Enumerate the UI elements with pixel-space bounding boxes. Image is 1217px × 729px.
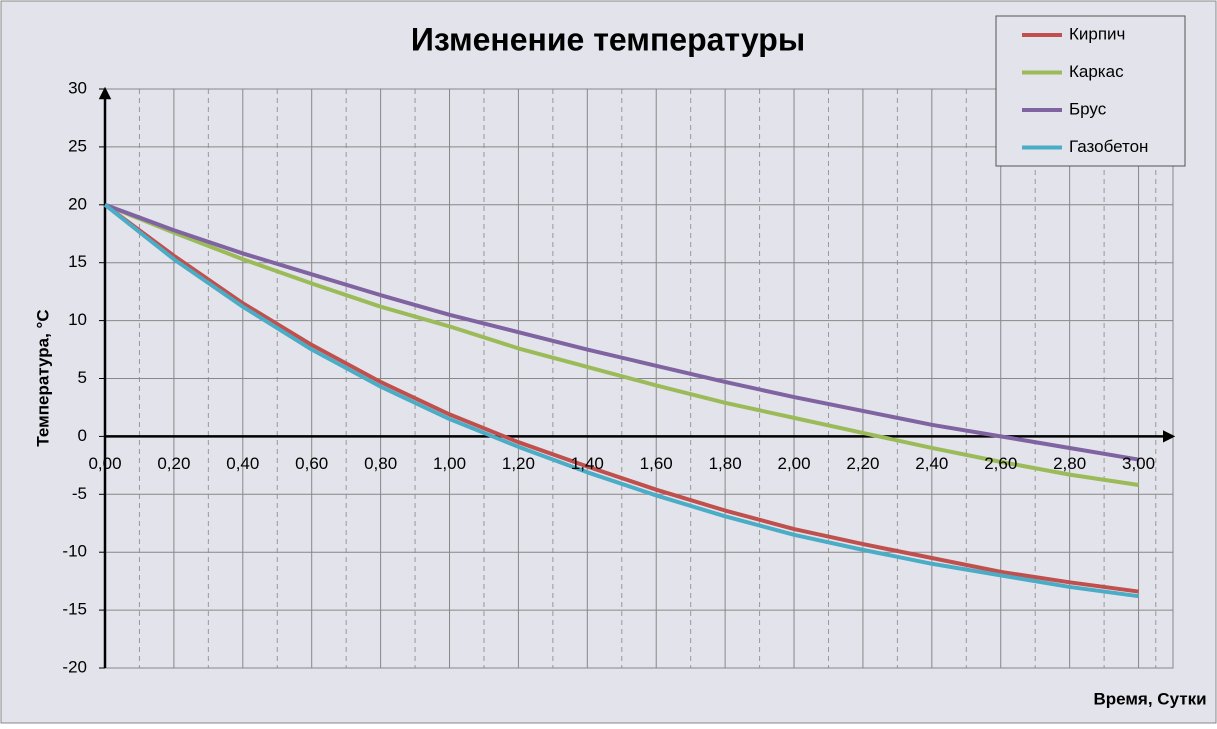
series-line <box>103 203 1139 594</box>
x-tick-label: 2,40 <box>915 454 948 473</box>
x-tick-label: 1,60 <box>640 454 673 473</box>
legend-label: Кирпич <box>1069 24 1125 43</box>
y-tick-label: 0 <box>78 426 87 445</box>
x-tick-label: 2,00 <box>777 454 810 473</box>
y-tick-label: 30 <box>68 78 87 97</box>
legend-label: Каркас <box>1069 62 1124 81</box>
chart-title: Изменение температуры <box>411 21 805 57</box>
x-axis-label: Время, Сутки <box>1093 689 1206 708</box>
legend-label: Газобетон <box>1069 137 1148 156</box>
x-tick-label: 1,00 <box>433 454 466 473</box>
x-tick-label: 0,60 <box>295 454 328 473</box>
x-tick-label: 1,80 <box>709 454 742 473</box>
x-tick-label: 0,40 <box>226 454 259 473</box>
series-line <box>104 202 1139 488</box>
series-line <box>104 202 1139 462</box>
x-tick-label: 2,60 <box>984 454 1017 473</box>
x-tick-label: 0,20 <box>157 454 190 473</box>
x-tick-label: 0,80 <box>364 454 397 473</box>
legend <box>995 15 1186 167</box>
x-tick-label: 1,40 <box>571 454 604 473</box>
legend-label: Брус <box>1069 99 1107 118</box>
x-tick-label: 3,00 <box>1122 454 1155 473</box>
series-line <box>103 203 1139 599</box>
y-tick-label: 25 <box>68 136 87 155</box>
y-tick-label: -20 <box>62 657 87 676</box>
y-axis-label: Температура, °С <box>33 309 52 446</box>
y-tick-label: -5 <box>72 484 87 503</box>
x-tick-label: 1,20 <box>502 454 535 473</box>
y-tick-label: -10 <box>62 542 87 561</box>
x-tick-label: 2,80 <box>1053 454 1086 473</box>
x-tick-label: 0,00 <box>88 454 121 473</box>
y-tick-label: 15 <box>68 252 87 271</box>
y-tick-label: 10 <box>68 310 87 329</box>
x-tick-label: 2,20 <box>846 454 879 473</box>
y-tick-label: 5 <box>78 368 87 387</box>
y-tick-label: 20 <box>68 194 87 213</box>
y-tick-label: -15 <box>62 600 87 619</box>
